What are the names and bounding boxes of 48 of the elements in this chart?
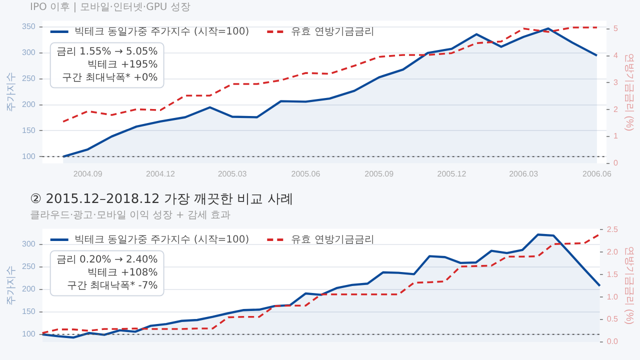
y-tick-label: 250 bbox=[22, 262, 36, 272]
x-tick-label: 2006.03 bbox=[509, 169, 539, 178]
y-tick-label: 150 bbox=[22, 126, 36, 135]
y2-tick-label: 5 bbox=[614, 24, 619, 34]
y2-tick-label: 2 bbox=[614, 104, 619, 114]
y-tick-label: 300 bbox=[22, 48, 36, 58]
x-tick-label: 2005.12 bbox=[437, 169, 467, 178]
legend-label: 빅테크 동일가중 주가지수 (시작=100) bbox=[74, 234, 250, 246]
x-tick-label: 2005.06 bbox=[291, 169, 321, 178]
y-axis-title: 주가지수 bbox=[6, 265, 17, 306]
y-tick-label: 300 bbox=[22, 240, 36, 249]
y-tick-label: 250 bbox=[22, 74, 36, 84]
y2-tick-label: 2.5 bbox=[606, 224, 619, 234]
annotation: 구간 최대낙폭* +0% bbox=[62, 72, 158, 84]
y2-tick-label: 1.0 bbox=[606, 292, 619, 302]
y2-tick-label: 3 bbox=[614, 78, 619, 87]
y2-tick-label: 0.0 bbox=[606, 337, 619, 346]
y2-tick-label: 1.5 bbox=[606, 270, 619, 279]
y2-axis-title: 연방기금금리 (%) bbox=[623, 246, 634, 325]
y-tick-label: 150 bbox=[22, 307, 36, 316]
chart-title: ② 2015.12–2018.12 가장 깨끗한 비교 사례 bbox=[30, 191, 294, 208]
annotation: 빅테크 +195% bbox=[88, 59, 158, 70]
annotation: 빅테크 +108% bbox=[88, 267, 158, 278]
y2-tick-label: 1 bbox=[614, 132, 619, 141]
annotation: 구간 최대낙폭* -7% bbox=[66, 280, 158, 292]
annotation: 금리 0.20% → 2.40% bbox=[56, 254, 158, 266]
y2-tick-label: 0.5 bbox=[606, 314, 619, 324]
y-tick-label: 350 bbox=[22, 22, 36, 32]
y-tick-label: 100 bbox=[22, 152, 36, 161]
legend-label: 유효 연방기금금리 bbox=[291, 26, 374, 38]
y2-tick-label: 4 bbox=[614, 50, 619, 60]
legend-label: 유효 연방기금금리 bbox=[291, 234, 374, 246]
chart-subtitle: 클라우드·광고·모바일 이익 성장 + 감세 효과 bbox=[30, 209, 231, 222]
y-axis-title: 주가지수 bbox=[6, 72, 17, 112]
y2-axis-title: 연방기금금리 (%) bbox=[623, 52, 634, 132]
x-tick-label: 2004.12 bbox=[146, 169, 176, 178]
legend-label: 빅테크 동일가중 주가지수 (시작=100) bbox=[74, 26, 250, 38]
x-tick-label: 2004.09 bbox=[73, 169, 103, 178]
x-tick-label: 2006.06 bbox=[582, 169, 612, 178]
x-tick-label: 2005.03 bbox=[218, 169, 248, 178]
y-tick-label: 100 bbox=[22, 330, 36, 339]
y-tick-label: 200 bbox=[22, 284, 36, 294]
y-tick-label: 200 bbox=[22, 100, 36, 110]
y2-tick-label: 0 bbox=[614, 158, 619, 168]
annotation: 금리 1.55% → 5.05% bbox=[56, 46, 158, 58]
y2-tick-label: 2.0 bbox=[606, 247, 619, 256]
x-tick-label: 2005.09 bbox=[364, 169, 394, 178]
chart-subtitle: IPO 이후 | 모바일·인터넷·GPU 성장 bbox=[30, 1, 190, 14]
